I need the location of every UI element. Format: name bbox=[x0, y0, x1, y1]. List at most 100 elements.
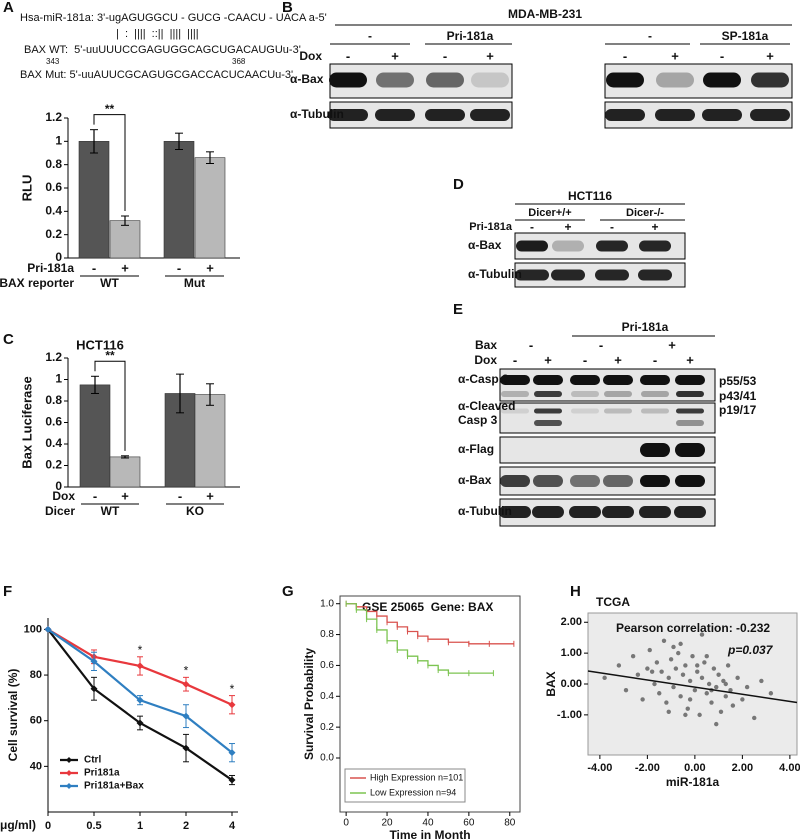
panel-letter: G bbox=[282, 583, 294, 600]
y-tick-label: 1 bbox=[55, 134, 62, 148]
blot-band bbox=[426, 72, 464, 88]
blot-band bbox=[425, 109, 465, 121]
lane-label: - bbox=[610, 220, 614, 234]
blot-band bbox=[676, 391, 704, 397]
point bbox=[661, 638, 667, 643]
point bbox=[668, 657, 674, 662]
x-tick-label: 0 bbox=[343, 818, 349, 829]
blot-band bbox=[375, 109, 415, 121]
point bbox=[704, 654, 709, 659]
legend-frame bbox=[344, 768, 466, 803]
point bbox=[659, 669, 664, 674]
blot-band bbox=[602, 506, 634, 518]
antibody-label: α-Casp 8 bbox=[458, 372, 509, 386]
point bbox=[716, 672, 721, 677]
x-tick-label: 4 bbox=[229, 820, 236, 832]
size-label: p55/53 bbox=[719, 374, 757, 388]
blot-band bbox=[605, 109, 645, 121]
lane-label: - bbox=[583, 352, 587, 367]
point bbox=[623, 687, 629, 693]
legend-label: Pri181a bbox=[84, 768, 120, 779]
x-axis-label: Dox (μg/ml) bbox=[0, 818, 36, 832]
point bbox=[744, 684, 750, 690]
x-tick-label: - bbox=[178, 488, 182, 503]
blot-membrane bbox=[499, 436, 716, 464]
lane-label: - bbox=[513, 352, 517, 367]
blot-band bbox=[604, 408, 632, 414]
antibody-label: α-Flag bbox=[458, 442, 494, 456]
point bbox=[768, 691, 774, 696]
x-axis-label: miR-181a bbox=[666, 775, 720, 789]
blot-band bbox=[751, 72, 789, 88]
x-axis-label: Time in Month bbox=[389, 828, 470, 839]
group-label: KO bbox=[186, 504, 204, 518]
x-tick-label: + bbox=[121, 488, 129, 503]
group-label: Pri-181a bbox=[622, 320, 669, 334]
antibody-label: α-Bax bbox=[290, 72, 324, 86]
blot-band bbox=[656, 72, 694, 88]
blot-membrane bbox=[499, 402, 716, 434]
point bbox=[602, 675, 607, 681]
blot-band bbox=[639, 506, 671, 518]
x-tick-label: -4.00 bbox=[587, 762, 612, 774]
panel-letter: D bbox=[453, 176, 464, 193]
y-axis-label: Survival Probability bbox=[302, 648, 316, 760]
point bbox=[706, 681, 712, 687]
blot-band bbox=[639, 240, 671, 252]
point bbox=[678, 694, 683, 699]
point bbox=[740, 697, 745, 702]
lane-label: - bbox=[530, 220, 534, 234]
sequence-pairing: | : |||| ::|| |||| |||| bbox=[116, 28, 199, 40]
point bbox=[649, 669, 655, 674]
point bbox=[752, 715, 757, 721]
point bbox=[654, 660, 660, 665]
x-tick-label: -2.00 bbox=[635, 762, 660, 774]
lane-label: + bbox=[564, 220, 571, 234]
y-tick-label: 0.4 bbox=[45, 436, 62, 450]
blot-band bbox=[501, 391, 529, 397]
chart-title: GSE 25065 Gene: BAX bbox=[362, 600, 493, 614]
y-tick-label: 60 bbox=[30, 715, 42, 727]
panel-letter: A bbox=[3, 0, 14, 16]
legend-marker bbox=[66, 757, 72, 763]
point bbox=[635, 672, 641, 677]
survival-step bbox=[346, 603, 494, 674]
lane-label: - bbox=[720, 48, 724, 63]
sequence: BAX WT: 5'-uuUUUCCGAGUGGCAGCUGACAUGUu-3' bbox=[24, 44, 301, 56]
point bbox=[699, 632, 705, 637]
point bbox=[44, 625, 52, 633]
y-tick-label: 0.4 bbox=[45, 204, 62, 218]
blot-band bbox=[606, 72, 644, 88]
row-label: Dox bbox=[474, 353, 497, 367]
point bbox=[228, 701, 236, 709]
point bbox=[702, 660, 707, 665]
x-tick-label: - bbox=[177, 260, 181, 275]
y-axis-label: BAX bbox=[544, 671, 558, 696]
point bbox=[683, 663, 688, 668]
x-tick-label: + bbox=[121, 260, 129, 275]
blot-band bbox=[676, 408, 704, 414]
x-tick-label: 2 bbox=[183, 820, 189, 832]
significance-bracket bbox=[94, 360, 126, 451]
lane-label: + bbox=[391, 48, 399, 63]
point bbox=[697, 712, 702, 718]
lane-label: + bbox=[671, 48, 679, 63]
chart-title: HCT116 bbox=[76, 337, 124, 352]
lane-label: + bbox=[766, 48, 774, 63]
sequence-position: 368 bbox=[232, 57, 246, 66]
blot-band bbox=[675, 443, 705, 457]
x-tick-label: - bbox=[93, 488, 97, 503]
point bbox=[730, 703, 736, 708]
y-tick-label: 0 bbox=[55, 479, 62, 493]
row-label: Dicer bbox=[45, 504, 75, 518]
blot-band bbox=[595, 269, 629, 281]
point bbox=[647, 647, 652, 653]
group-label: SP-181a bbox=[722, 29, 769, 43]
legend-label: Ctrl bbox=[84, 755, 101, 766]
point bbox=[711, 666, 717, 671]
point bbox=[664, 700, 669, 705]
legend-label: Pri181a+Bax bbox=[84, 781, 144, 792]
point bbox=[676, 650, 681, 656]
blot-band bbox=[569, 506, 601, 518]
